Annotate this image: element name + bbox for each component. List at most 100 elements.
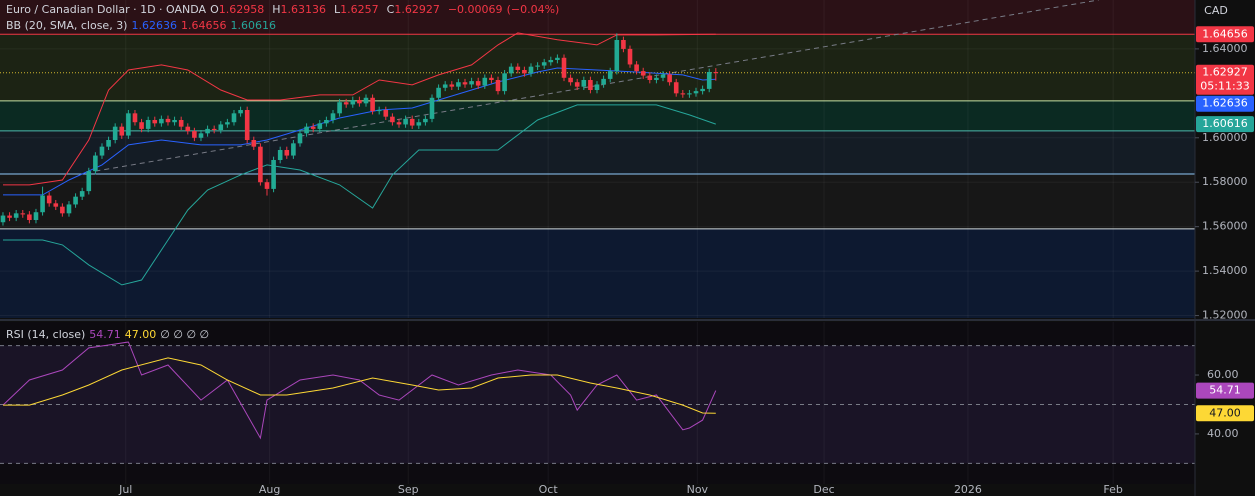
price-badge xyxy=(1196,26,1254,43)
candle-body xyxy=(706,72,712,89)
candle-body xyxy=(304,126,309,134)
candle-body xyxy=(152,120,158,124)
candle-body xyxy=(73,196,78,205)
candle-body xyxy=(244,110,250,140)
candle-body xyxy=(40,195,45,213)
candle-body xyxy=(165,118,171,123)
candle-body xyxy=(627,48,633,65)
rsi-pane xyxy=(0,322,1195,484)
price-badge xyxy=(1196,405,1254,422)
indicator-value: 1.60616 xyxy=(230,19,276,32)
candle-body xyxy=(330,113,336,120)
candle-body xyxy=(132,113,138,123)
candle-body xyxy=(502,73,507,92)
candle-body xyxy=(178,120,184,127)
candle-body xyxy=(429,97,435,119)
candle-body xyxy=(218,124,224,130)
candle-body xyxy=(601,78,606,85)
candle-body xyxy=(145,120,151,129)
bb-line xyxy=(3,104,716,286)
x-tick-label: Feb xyxy=(1103,483,1122,496)
candle-body xyxy=(634,64,639,72)
candle-body xyxy=(403,118,408,125)
candle-body xyxy=(20,213,26,215)
bb-header: BB (20, SMA, close, 3) 1.62636 1.64656 1.60… xyxy=(6,17,280,34)
indicator-label: RSI (14, close) xyxy=(6,328,86,341)
ohlc-value: 1.6257 xyxy=(340,3,379,16)
candle-body xyxy=(700,88,705,92)
candle-body xyxy=(238,110,243,114)
candle-body xyxy=(310,126,316,129)
price-badge-label: 54.71 xyxy=(1209,384,1241,397)
y-tick-label: 1.58000 xyxy=(1202,175,1248,188)
candle-body xyxy=(581,80,587,87)
candle-body xyxy=(687,93,692,95)
candle-body xyxy=(112,126,118,140)
candle-body xyxy=(469,81,474,85)
candle-body xyxy=(357,100,362,104)
candle-body xyxy=(370,97,375,112)
candle-body xyxy=(680,93,686,95)
price-badge-label: 1.62927 xyxy=(1202,66,1248,79)
candle-body xyxy=(7,215,12,218)
y-tick-label: 1.56000 xyxy=(1202,220,1248,233)
candle-body xyxy=(264,182,270,189)
candle-body xyxy=(93,155,98,172)
countdown-label: 05:11:33 xyxy=(1200,80,1249,93)
candle-body xyxy=(667,74,672,83)
x-tick-label: Dec xyxy=(813,483,834,496)
candle-body xyxy=(119,126,125,136)
x-tick-label: Aug xyxy=(259,483,280,496)
x-tick-label: Oct xyxy=(539,483,559,496)
candle-body xyxy=(660,74,666,78)
symbol-title: Euro / Canadian Dollar · 1D · OANDA xyxy=(6,3,207,16)
candle-body xyxy=(46,195,52,204)
indicator-value: 1.64656 xyxy=(180,19,227,32)
candle-body xyxy=(640,71,646,76)
candle-body xyxy=(350,100,356,105)
price-zone xyxy=(0,228,1195,318)
y-tick-label: 1.52000 xyxy=(1202,309,1248,322)
ohlc-item: H1.63136 xyxy=(272,3,330,16)
candle-body xyxy=(126,113,131,136)
candle-body xyxy=(508,66,514,74)
y-tick-label: 1.60000 xyxy=(1202,131,1248,144)
indicator-value: 1.62636 xyxy=(131,19,177,32)
change-value: −0.00069 xyxy=(447,3,503,16)
currency-label: CAD xyxy=(1204,4,1228,17)
candle-body xyxy=(561,57,567,78)
candle-body xyxy=(79,191,85,197)
ohlc-label: O xyxy=(210,3,219,16)
candle-body xyxy=(548,60,554,63)
ohlc-label: C xyxy=(386,3,395,16)
rsi-line xyxy=(3,357,716,414)
candle-body xyxy=(647,75,653,80)
indicator-label: BB (20, SMA, close, 3) xyxy=(6,19,128,32)
candle-body xyxy=(185,126,191,132)
candle-body xyxy=(271,160,276,189)
candle-body xyxy=(198,133,204,138)
price-badge-label: 1.62636 xyxy=(1202,97,1248,110)
candle-body xyxy=(442,84,448,88)
candle-body xyxy=(594,84,600,90)
candle-body xyxy=(337,102,342,114)
price-zone xyxy=(0,174,1195,229)
ohlc-item: C1.62927 xyxy=(387,3,444,16)
candle-body xyxy=(33,212,39,220)
candle-body xyxy=(528,66,534,74)
candle-body xyxy=(13,213,19,218)
candle-body xyxy=(621,40,626,49)
candle-body xyxy=(192,131,197,138)
candle-body xyxy=(0,215,6,223)
candle-body xyxy=(495,80,501,92)
candle-body xyxy=(106,140,111,147)
ohlc-label: L xyxy=(334,3,341,16)
candle-body xyxy=(449,84,455,87)
indicator-value: 54.71 xyxy=(89,328,121,341)
candle-body xyxy=(66,204,72,214)
candle-body xyxy=(390,116,395,123)
candle-body xyxy=(614,40,620,72)
candle-body xyxy=(291,143,296,156)
